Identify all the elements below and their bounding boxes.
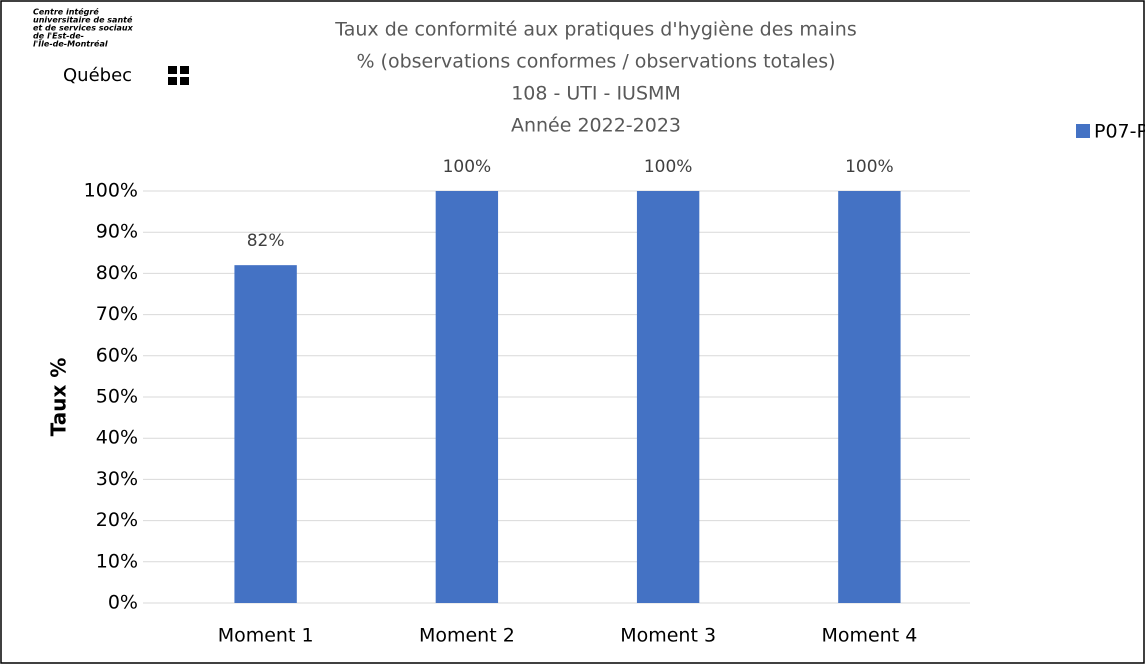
y-tick-label: 90%	[96, 221, 138, 243]
logo-line: et de services sociaux	[33, 24, 134, 33]
data-label: 100%	[845, 157, 894, 177]
bar	[234, 265, 297, 603]
flag	[168, 77, 177, 85]
logo: Centre intégré universitaire de santé et…	[33, 7, 189, 86]
x-tick-label: Moment 4	[821, 625, 917, 647]
x-tick-label: Moment 1	[218, 625, 314, 647]
chart-subtitle: Année 2022-2023	[511, 115, 681, 137]
y-tick-label: 20%	[96, 509, 138, 531]
logo-line: universitaire de santé	[33, 15, 133, 25]
legend-label: P07-P09	[1094, 121, 1145, 143]
y-tick-label: 100%	[84, 180, 138, 202]
data-label: 100%	[443, 157, 492, 177]
bar	[838, 191, 901, 603]
logo-line: de l'Est-de-	[33, 32, 84, 41]
y-tick-label: 40%	[96, 427, 138, 449]
legend-swatch	[1076, 124, 1090, 138]
logo-wordmark: Québec	[63, 65, 132, 86]
chart-title: Taux de conformité aux pratiques d'hygiè…	[334, 19, 856, 41]
flag	[168, 66, 177, 74]
y-tick-label: 80%	[96, 262, 138, 284]
bar	[435, 191, 499, 603]
y-tick-label: 60%	[96, 344, 138, 366]
y-tick-label: 50%	[96, 386, 138, 408]
y-tick-label: 30%	[96, 468, 138, 490]
bar	[636, 191, 700, 603]
y-axis-label: Taux %	[47, 358, 71, 437]
data-label: 82%	[247, 231, 285, 251]
y-tick-label: 70%	[96, 303, 138, 325]
flag	[180, 77, 189, 85]
y-tick-label: 10%	[96, 550, 138, 572]
chart-subtitle: % (observations conformes / observations…	[356, 51, 835, 73]
flag	[180, 66, 189, 74]
logo-line: l'Île-de-Montréal	[33, 39, 108, 49]
logo-line: Centre intégré	[33, 7, 99, 17]
chart-subtitle: 108 - UTI - IUSMM	[511, 83, 681, 105]
x-tick-label: Moment 2	[419, 625, 515, 647]
x-tick-label: Moment 3	[620, 625, 716, 647]
data-label: 100%	[644, 157, 693, 177]
y-tick-label: 0%	[108, 592, 138, 614]
